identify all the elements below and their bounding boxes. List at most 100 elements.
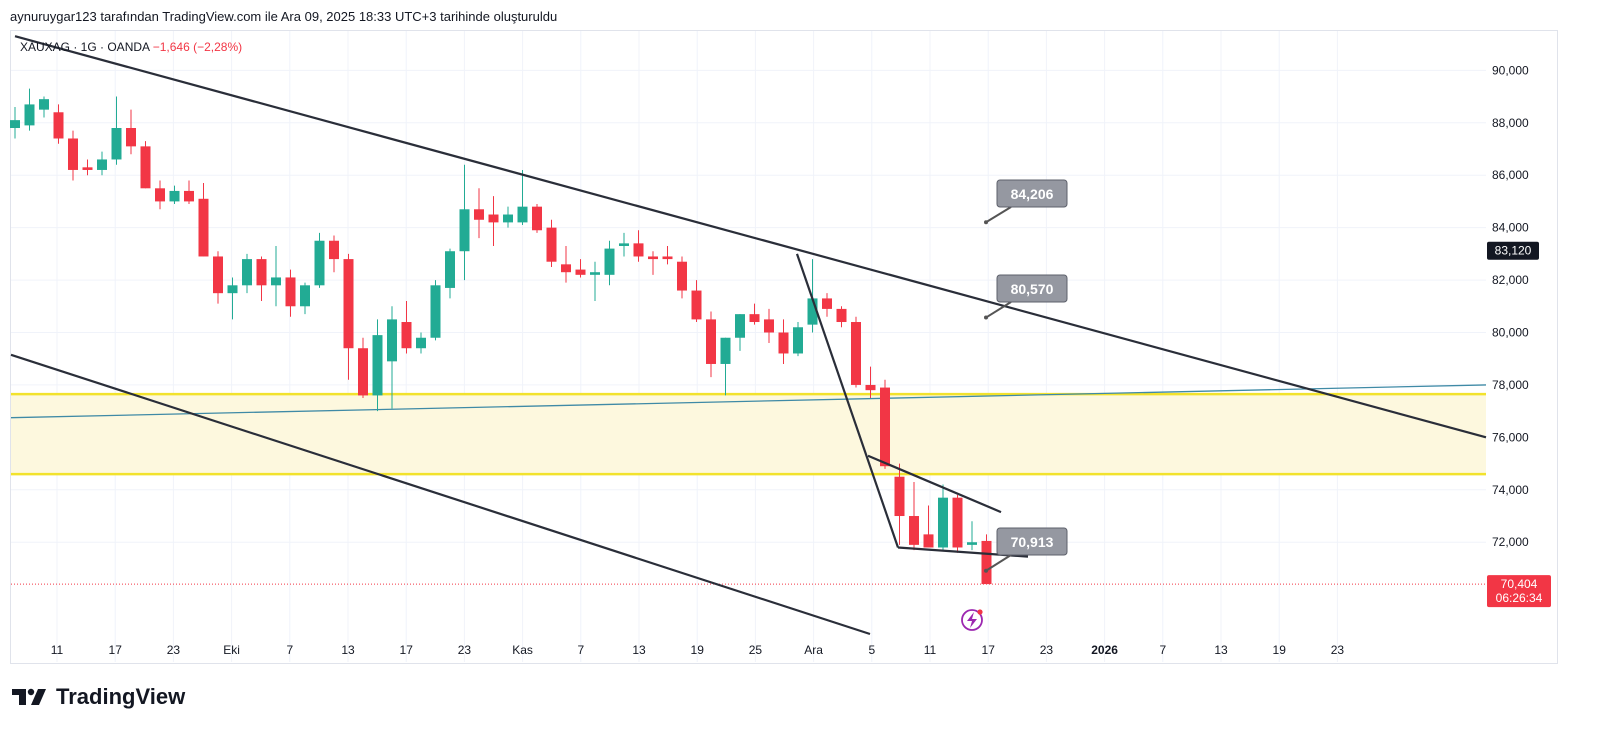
- lower-channel-line[interactable]: [10, 353, 871, 636]
- time-tick-label: 2026: [1091, 643, 1118, 657]
- candle[interactable]: [778, 332, 789, 354]
- candle[interactable]: [155, 188, 165, 202]
- current-price-label: 70,404: [1501, 577, 1538, 591]
- callout-box[interactable]: [996, 179, 1068, 208]
- candle[interactable]: [735, 314, 745, 338]
- candle[interactable]: [488, 214, 499, 223]
- candle[interactable]: [445, 251, 455, 288]
- candle[interactable]: [546, 227, 557, 262]
- candle[interactable]: [82, 167, 93, 170]
- time-tick-label: 19: [691, 643, 705, 657]
- callout-box[interactable]: [996, 274, 1068, 303]
- price-tick-label: 86,000: [1492, 168, 1529, 182]
- candle[interactable]: [242, 259, 252, 286]
- candle[interactable]: [358, 348, 368, 396]
- candle[interactable]: [633, 243, 644, 257]
- current-price-timer: 06:26:34: [1496, 591, 1543, 605]
- candle[interactable]: [39, 99, 49, 110]
- breakdown-line[interactable]: [795, 253, 900, 548]
- candle[interactable]: [590, 272, 600, 275]
- candle[interactable]: [24, 104, 35, 126]
- candle[interactable]: [764, 319, 774, 333]
- candle[interactable]: [807, 298, 818, 325]
- current-price-tag[interactable]: [1487, 575, 1551, 608]
- time-tick-label: 17: [109, 643, 123, 657]
- candle[interactable]: [865, 384, 876, 391]
- candle[interactable]: [648, 256, 658, 260]
- candle[interactable]: [909, 516, 919, 545]
- candle[interactable]: [880, 387, 890, 467]
- candle[interactable]: [981, 540, 992, 585]
- candle[interactable]: [271, 277, 281, 286]
- candle[interactable]: [706, 319, 716, 364]
- candle[interactable]: [343, 259, 354, 349]
- candle[interactable]: [401, 322, 412, 349]
- candle[interactable]: [53, 112, 64, 139]
- candle[interactable]: [372, 335, 383, 396]
- candle[interactable]: [822, 298, 832, 309]
- candle[interactable]: [430, 285, 441, 338]
- support-zone[interactable]: [11, 394, 1486, 475]
- candle[interactable]: [227, 285, 238, 294]
- candle[interactable]: [459, 209, 470, 252]
- upper-channel-line[interactable]: [14, 35, 1487, 439]
- candle[interactable]: [793, 327, 803, 354]
- candle[interactable]: [720, 337, 731, 364]
- candle[interactable]: [285, 277, 296, 307]
- candle[interactable]: [416, 337, 426, 349]
- candle[interactable]: [10, 120, 20, 129]
- time-tick-label: 17: [400, 643, 414, 657]
- candle[interactable]: [517, 206, 528, 223]
- candle[interactable]: [677, 261, 687, 291]
- candle[interactable]: [691, 290, 702, 320]
- candle[interactable]: [532, 206, 542, 231]
- candle[interactable]: [300, 285, 310, 307]
- candle[interactable]: [329, 240, 339, 260]
- candle[interactable]: [387, 319, 397, 362]
- candle[interactable]: [314, 240, 325, 286]
- price-axis[interactable]: [1486, 31, 1557, 663]
- time-tick-label: 19: [1273, 643, 1287, 657]
- time-tick-label: 25: [749, 643, 763, 657]
- candle[interactable]: [474, 209, 484, 220]
- blue-trendline[interactable]: [10, 384, 1487, 419]
- price-tick-label: 80,000: [1492, 326, 1529, 340]
- candle[interactable]: [749, 314, 760, 323]
- symbol-legend[interactable]: XAUXAG · 1G · OANDA −1,646 (−2,28%): [20, 40, 242, 54]
- callout-box[interactable]: [996, 527, 1068, 556]
- candle[interactable]: [575, 269, 586, 275]
- price-change: −1,646 (−2,28%): [152, 40, 243, 54]
- candle[interactable]: [923, 534, 934, 548]
- marker-price-tag[interactable]: [1487, 241, 1539, 260]
- candle[interactable]: [198, 198, 209, 257]
- candle[interactable]: [169, 190, 180, 202]
- price-tick-label: 72,000: [1492, 535, 1529, 549]
- candle[interactable]: [851, 322, 861, 385]
- brand-name: TradingView: [56, 684, 186, 709]
- candle[interactable]: [604, 248, 615, 275]
- candle[interactable]: [213, 256, 223, 294]
- callout-label: 80,570: [1011, 281, 1054, 297]
- candle[interactable]: [619, 243, 629, 246]
- candle[interactable]: [503, 214, 513, 223]
- candle[interactable]: [97, 159, 107, 170]
- candle[interactable]: [256, 259, 267, 286]
- candle[interactable]: [952, 497, 963, 548]
- callout-label: 84,206: [1011, 186, 1054, 202]
- candle[interactable]: [967, 542, 977, 545]
- candle[interactable]: [894, 476, 905, 517]
- candle[interactable]: [126, 128, 136, 147]
- lightning-icon-dot: [977, 609, 983, 615]
- candle[interactable]: [68, 138, 78, 170]
- candle[interactable]: [111, 128, 122, 160]
- wedge-upper-line[interactable]: [867, 454, 1002, 514]
- candle[interactable]: [140, 146, 151, 189]
- candle[interactable]: [836, 308, 847, 323]
- candle[interactable]: [184, 190, 194, 202]
- tradingview-brand[interactable]: TradingView: [12, 684, 185, 710]
- chart-attribution: aynuruygar123 tarafından TradingView.com…: [10, 9, 558, 24]
- candle[interactable]: [662, 256, 673, 260]
- candle[interactable]: [938, 497, 948, 548]
- candle[interactable]: [561, 264, 571, 273]
